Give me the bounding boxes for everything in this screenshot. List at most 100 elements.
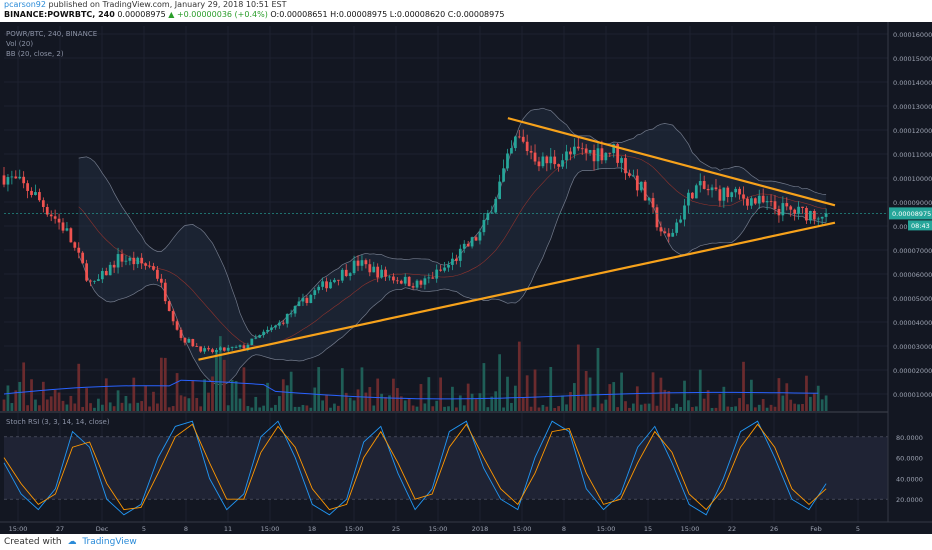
- volume-bar: [14, 390, 18, 412]
- candle-body: [30, 190, 33, 195]
- candle-body: [388, 276, 391, 278]
- volume-bar: [809, 396, 812, 412]
- price-tick-label: 0.00009000: [893, 199, 932, 207]
- volume-bars: [2, 336, 828, 412]
- candle-body: [159, 278, 163, 283]
- volume-bar: [561, 395, 564, 412]
- candle-body: [820, 216, 824, 219]
- volume-bar: [399, 396, 403, 412]
- volume-bar: [447, 406, 450, 412]
- candle-body: [809, 210, 812, 221]
- price-tick-label: 0.00003000: [893, 343, 932, 351]
- volume-bar: [443, 406, 446, 412]
- volume-bar: [411, 405, 415, 412]
- volume-bar: [388, 395, 391, 412]
- candle-body: [69, 228, 73, 243]
- chart-svg[interactable]: 0.00016000 0.00015000 0.00014000 0.00013000…: [0, 22, 932, 534]
- candle-body: [309, 295, 313, 303]
- tradingview-link[interactable]: TradingView: [82, 537, 137, 547]
- price-tick-label: 0.00011000: [893, 151, 932, 159]
- volume-bar: [230, 380, 234, 412]
- volume-bar: [22, 362, 26, 412]
- volume-bar: [478, 393, 482, 412]
- candle-body: [104, 271, 108, 276]
- time-tick-label: 15:00: [597, 525, 616, 533]
- volume-bar: [41, 381, 45, 412]
- candle-body: [549, 156, 553, 164]
- volume-bar: [360, 367, 364, 412]
- candle-body: [22, 176, 26, 184]
- candle-body: [57, 218, 61, 223]
- volume-bar: [671, 407, 675, 412]
- volume-bar: [529, 406, 533, 412]
- candle-body: [73, 242, 77, 248]
- countdown-box: [908, 220, 932, 231]
- volume-bar: [651, 372, 655, 412]
- footer: Created with ☁ TradingView: [4, 536, 137, 548]
- candle-body: [777, 209, 781, 216]
- volume-bar: [824, 395, 828, 412]
- volume-bar: [502, 407, 505, 412]
- volume-bar: [419, 384, 423, 412]
- volume-bar: [761, 399, 765, 412]
- time-tick-label: 8: [562, 525, 566, 533]
- author-link[interactable]: pcarson92: [4, 0, 46, 9]
- candle-body: [136, 257, 140, 265]
- candle-body: [533, 152, 537, 162]
- volume-bar: [293, 406, 297, 412]
- candle-body: [254, 337, 258, 339]
- volume-bar: [573, 383, 576, 412]
- candle-body: [620, 158, 623, 163]
- candle-body: [211, 349, 214, 353]
- candle-body: [218, 347, 222, 350]
- volume-bar: [451, 386, 454, 412]
- volume-bar: [144, 385, 147, 412]
- candle-body: [199, 346, 203, 352]
- volume-bar: [757, 404, 761, 412]
- volume-bar: [34, 399, 37, 412]
- candle-body: [730, 192, 734, 198]
- volume-bar: [65, 404, 69, 412]
- publish-info: pcarson92 published on TradingView.com, …: [4, 0, 286, 10]
- candle-body: [580, 148, 584, 150]
- candle-body: [506, 153, 509, 169]
- candles: [2, 129, 828, 355]
- volume-bar: [746, 404, 749, 412]
- trendlines[interactable]: [4, 117, 888, 361]
- volume-bar: [820, 399, 824, 412]
- candle-body: [234, 346, 238, 348]
- candle-body: [344, 269, 348, 276]
- time-tick-label: 26: [770, 525, 778, 533]
- candle-body: [100, 271, 104, 280]
- close-value: C:0.00008975: [447, 10, 505, 19]
- candle-body: [451, 258, 454, 265]
- volume-bar: [191, 380, 195, 412]
- price-tick-label: 0.00004000: [893, 319, 932, 327]
- volume-bar: [270, 407, 273, 412]
- candle-body: [372, 266, 376, 273]
- candle-body: [250, 338, 254, 346]
- tradingview-logo-icon: ☁: [67, 537, 77, 547]
- volume-bar: [521, 397, 525, 412]
- volume-bar: [698, 369, 702, 412]
- candle-body: [10, 176, 14, 178]
- candle-body: [238, 345, 242, 347]
- volume-bar: [274, 404, 277, 412]
- volume-bar: [466, 383, 470, 412]
- volume-bar: [297, 406, 301, 412]
- stoch-tick-label: 60.0000: [896, 455, 923, 463]
- volume-bar: [333, 403, 336, 412]
- volume-bar: [336, 405, 340, 412]
- chart-area[interactable]: 0.00016000 0.00015000 0.00014000 0.00013000…: [0, 22, 932, 534]
- candle-body: [584, 148, 588, 153]
- candle-body: [466, 243, 470, 247]
- candle-body: [191, 339, 195, 347]
- candle-body: [297, 301, 301, 307]
- time-tick-label: 27: [56, 525, 64, 533]
- volume-bar: [281, 379, 285, 412]
- candle-body: [482, 220, 486, 233]
- candle-body: [262, 331, 265, 336]
- volume-bar: [211, 376, 214, 412]
- volume-bar: [616, 407, 620, 412]
- volume-bar: [667, 391, 671, 412]
